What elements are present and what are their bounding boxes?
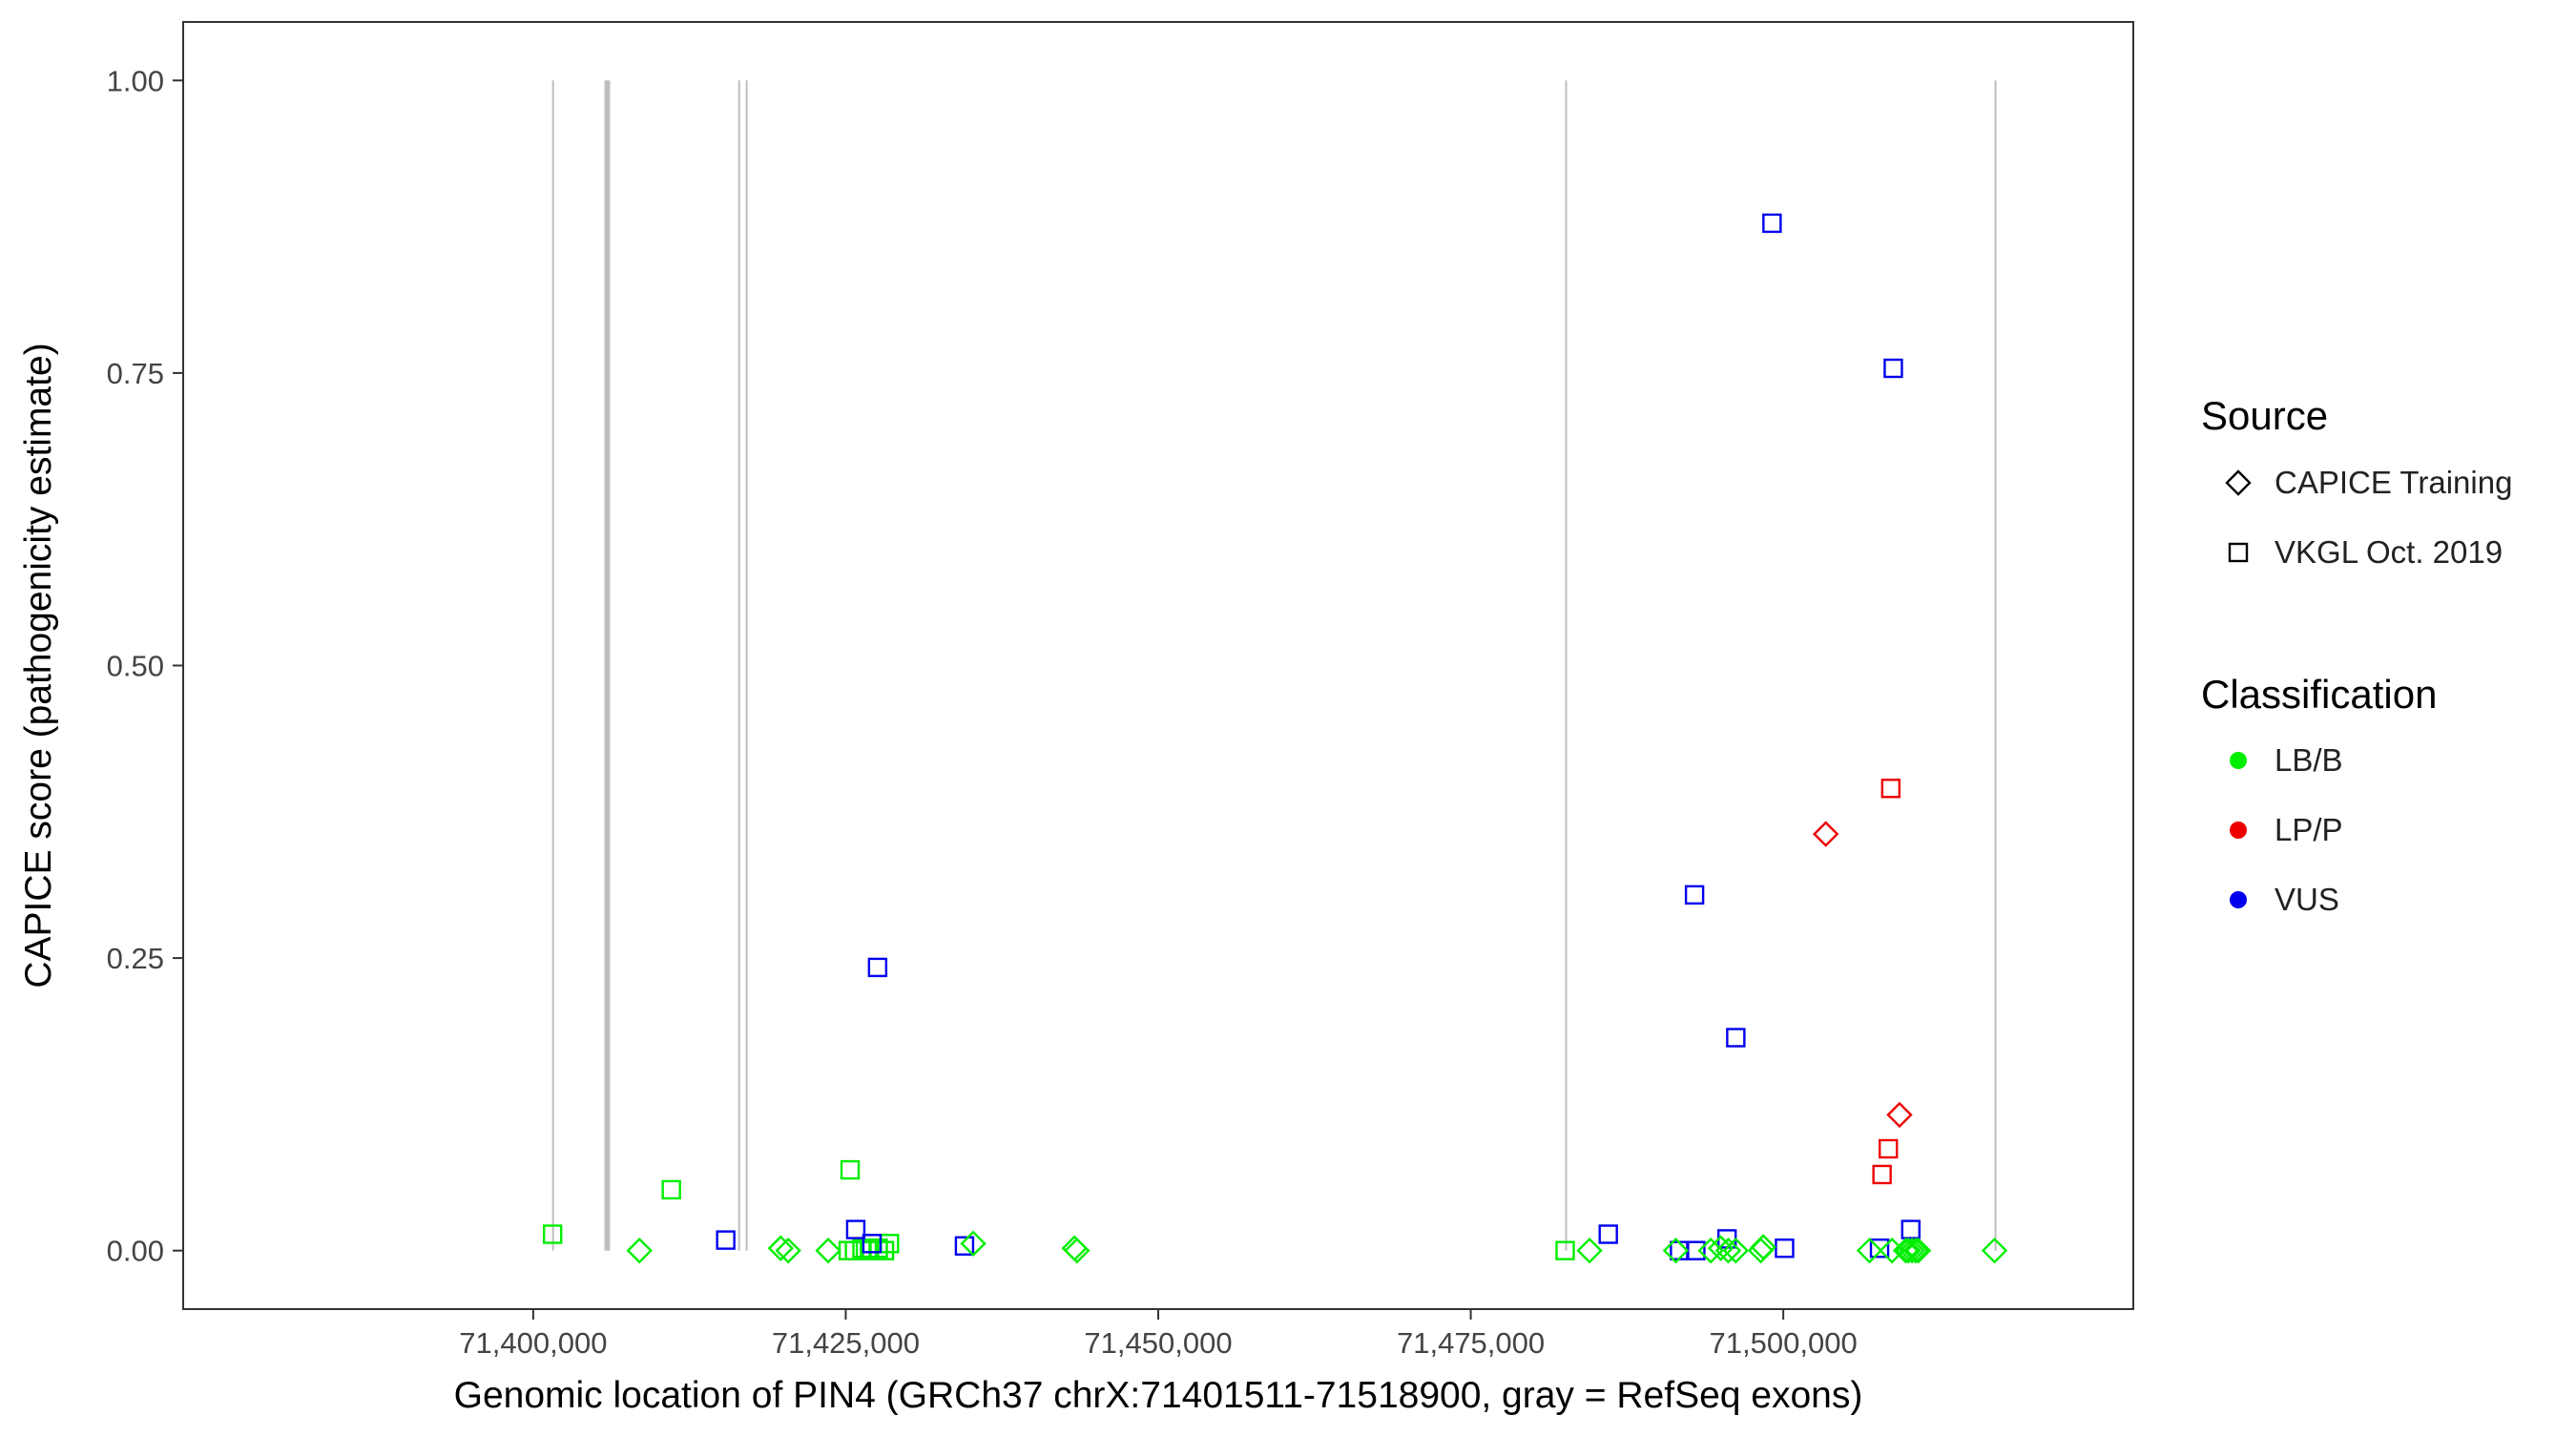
legend-key-diamond [2225,469,2252,496]
data-point-diamond [1576,1237,1603,1264]
legend-title-classification: Classification [2201,672,2437,717]
data-point-square [840,1159,861,1180]
data-point-square [1869,1238,1890,1259]
data-point-diamond [960,1230,987,1258]
y-axis: 0.00 0.25 0.50 0.75 1.00 [107,64,183,1268]
data-point-diamond [1981,1237,2008,1264]
data-point-diamond [1904,1237,1932,1264]
data-point-square [661,1179,681,1200]
data-points [542,213,2008,1264]
exon-line [745,80,748,1251]
data-point-square [1684,884,1705,905]
data-point-square [874,1240,895,1260]
data-point-square [1762,213,1782,234]
data-point-diamond [1662,1237,1690,1264]
exon-line [737,80,740,1251]
legend-title-source: Source [2201,393,2328,438]
data-point-diamond [1697,1237,1724,1264]
data-point-square [1883,358,1903,379]
x-tick-label: 71,400,000 [459,1326,607,1360]
y-tick-label: 0.00 [107,1235,164,1268]
data-point-square [1555,1240,1575,1260]
data-point-square [862,1234,883,1254]
legend: Source CAPICE Training VKGL Oct. 2019 Class… [2201,393,2512,917]
exon-line [1994,80,1997,1251]
legend-key-dot [2230,891,2247,908]
y-tick-label: 0.25 [107,942,164,975]
data-point-square [867,957,888,978]
legend-label-source: VKGL Oct. 2019 [2275,534,2503,570]
data-point-square [716,1230,736,1250]
plot-panel-border [182,21,2134,1310]
legend-label-class: LB/B [2275,742,2343,778]
data-point-diamond [1902,1237,1929,1264]
data-point-square [1598,1224,1618,1244]
data-point-square [1878,1138,1899,1159]
data-point-square [1901,1219,1921,1239]
data-point-square [1775,1238,1795,1259]
data-point-diamond [815,1237,841,1264]
x-tick-label: 71,475,000 [1397,1326,1545,1360]
x-tick-label: 71,500,000 [1710,1326,1858,1360]
data-point-diamond [1886,1101,1913,1129]
data-point-diamond [626,1237,653,1264]
x-tick-label: 71,450,000 [1084,1326,1232,1360]
y-tick-label: 0.50 [107,650,164,683]
data-point-square [954,1236,975,1256]
data-point-diamond [775,1237,801,1264]
data-point-square [1670,1240,1690,1260]
legend-label-source: CAPICE Training [2275,465,2512,500]
x-axis: 71,400,000 71,425,000 71,450,000 71,475,000… [459,1309,1858,1360]
data-point-square [868,1238,888,1259]
data-point-diamond [1707,1235,1735,1261]
data-point-square [1726,1028,1746,1048]
data-point-square [542,1224,563,1244]
exon-line [1565,80,1568,1251]
y-tick-label: 1.00 [107,64,164,97]
x-tick-label: 71,425,000 [772,1326,920,1360]
data-point-square [1872,1164,1892,1185]
data-point-diamond [1750,1234,1776,1260]
x-axis-label: Genomic location of PIN4 (GRCh37 chrX:71… [454,1375,1863,1416]
legend-key-dot [2230,822,2247,839]
data-point-square [880,1234,900,1254]
data-point-diamond [1714,1237,1742,1264]
exon-line [551,80,554,1251]
y-axis-label: CAPICE score (pathogenicity estimate) [18,343,59,988]
data-point-diamond [1899,1237,1925,1264]
data-point-square [1686,1240,1706,1260]
data-point-diamond [1856,1237,1883,1264]
data-point-square [1880,779,1901,799]
legend-label-class: LP/P [2275,812,2343,847]
y-tick-label: 0.75 [107,357,164,390]
exon-lines [551,80,1997,1251]
data-point-diamond [1064,1237,1091,1264]
data-point-diamond [767,1235,795,1261]
legend-label-class: VUS [2275,882,2339,917]
legend-key-dot [2230,752,2247,769]
legend-key-square [2228,542,2249,563]
data-point-diamond [1895,1237,1922,1264]
data-point-diamond [1812,821,1839,847]
data-point-diamond [1722,1237,1750,1264]
data-point-diamond [1892,1237,1920,1264]
exon-line [604,80,611,1251]
data-point-square [845,1219,866,1239]
